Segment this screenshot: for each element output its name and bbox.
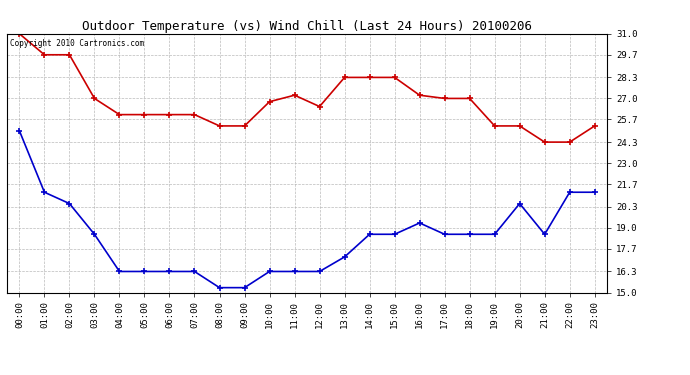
Title: Outdoor Temperature (vs) Wind Chill (Last 24 Hours) 20100206: Outdoor Temperature (vs) Wind Chill (Las… <box>82 20 532 33</box>
Text: Copyright 2010 Cartronics.com: Copyright 2010 Cartronics.com <box>10 39 144 48</box>
